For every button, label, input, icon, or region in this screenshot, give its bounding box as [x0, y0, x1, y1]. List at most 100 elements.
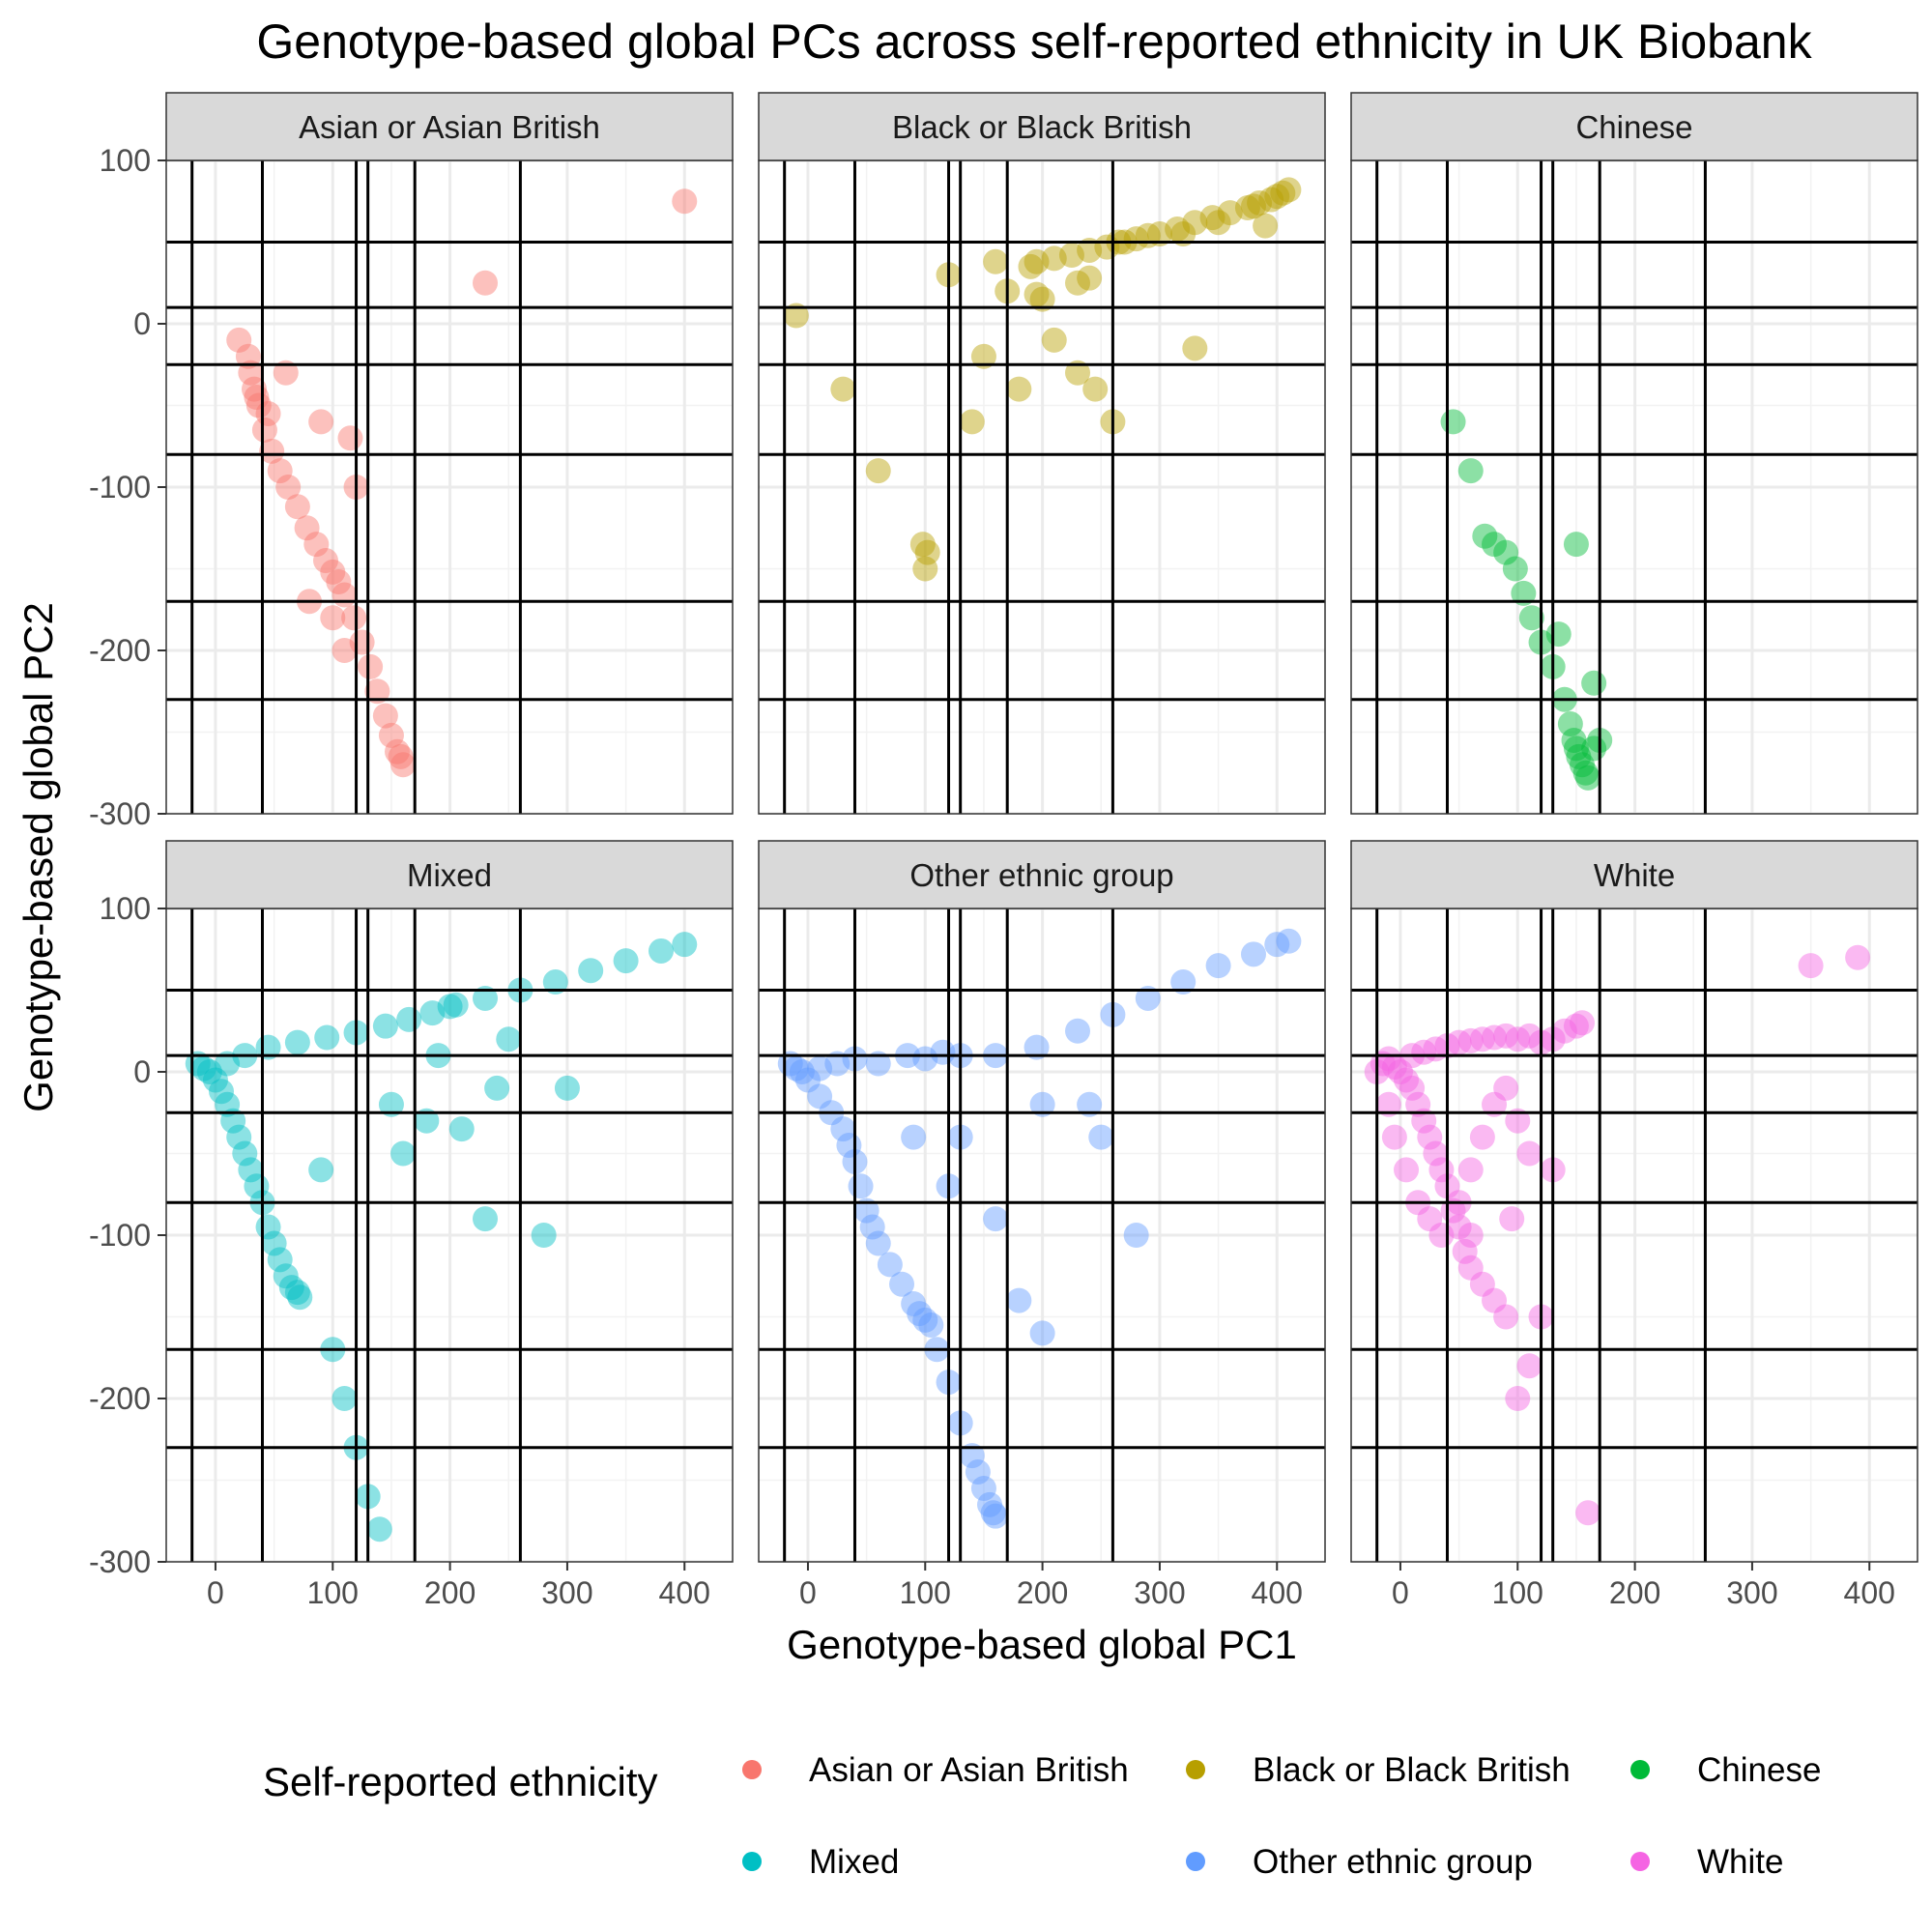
data-point [877, 1252, 903, 1278]
x-tick-label: 100 [307, 1575, 359, 1610]
legend-entry-asian-or-asian-british: Asian or Asian British [742, 1751, 1129, 1789]
data-point [1575, 1500, 1601, 1526]
facet-strip-label: Black or Black British [892, 109, 1192, 145]
y-tick-label: -200 [89, 633, 151, 668]
data-point [437, 994, 463, 1020]
data-point [1006, 1287, 1032, 1313]
facet-strip [165, 92, 734, 161]
facet-asian-or-asian-british: Asian or Asian British 100 0 -100 -200 -300 [89, 92, 734, 831]
data-point [1575, 764, 1601, 791]
facet-strip [758, 92, 1326, 161]
data-point [220, 1108, 246, 1134]
data-point [1570, 752, 1596, 778]
data-point [1205, 210, 1231, 236]
panel-plot-area [1351, 908, 1918, 1562]
data-point [1029, 1320, 1055, 1346]
data-point [853, 1197, 879, 1224]
panel-plot-area [759, 160, 1325, 814]
x-tick-label: 100 [1492, 1575, 1543, 1610]
data-point [1088, 1124, 1114, 1150]
data-point [848, 1173, 874, 1199]
data-point [1516, 1353, 1543, 1379]
data-point [358, 653, 384, 679]
data-point [1077, 1091, 1103, 1117]
data-point [531, 1223, 557, 1248]
data-point [215, 1051, 241, 1077]
data-point [1505, 1108, 1531, 1134]
data-point [1457, 1157, 1484, 1183]
data-point [865, 1051, 891, 1077]
data-point [1566, 743, 1592, 769]
data-point [388, 743, 414, 769]
data-point [284, 494, 310, 520]
data-point [1077, 237, 1103, 263]
data-point [314, 1024, 340, 1051]
x-tick-label: 0 [207, 1575, 224, 1610]
data-point [1469, 1124, 1495, 1150]
legend-key [1630, 1852, 1650, 1871]
legend-key [742, 1760, 762, 1779]
legend-entry-black-or-black-british: Black or Black British [1186, 1751, 1571, 1789]
data-point [554, 1075, 580, 1101]
facet-strip-label: Chinese [1575, 109, 1692, 145]
data-point [1217, 200, 1243, 226]
data-point [238, 1157, 264, 1183]
x-tick-label: 200 [424, 1575, 476, 1610]
data-point [1247, 189, 1273, 216]
data-point [308, 409, 334, 435]
data-point [859, 1214, 885, 1240]
data-point [332, 582, 358, 608]
data-point [1199, 205, 1226, 231]
data-point [364, 678, 390, 705]
data-point [1563, 1013, 1589, 1039]
data-point [1394, 1157, 1420, 1183]
data-point [1469, 1271, 1495, 1297]
data-point [1516, 1023, 1543, 1049]
data-point [1170, 221, 1197, 247]
data-point [918, 1312, 944, 1338]
data-point [473, 985, 499, 1011]
x-tick-label: 300 [541, 1575, 592, 1610]
data-point [1058, 243, 1084, 269]
data-point [1146, 221, 1172, 247]
data-point [267, 1247, 293, 1273]
legend-entry-other-ethnic-group: Other ethnic group [1186, 1843, 1533, 1881]
data-point [284, 1029, 310, 1055]
data-point [1482, 1024, 1508, 1051]
data-point [807, 1083, 833, 1110]
data-point [278, 1275, 304, 1301]
data-point [983, 1503, 1009, 1529]
data-point [1581, 670, 1607, 696]
data-point [1457, 458, 1484, 484]
data-point [1205, 953, 1231, 979]
data-point [1123, 226, 1149, 252]
legend-key [1186, 1852, 1205, 1871]
panel-plot-area [759, 908, 1325, 1562]
data-point [1505, 1386, 1531, 1411]
data-point [273, 360, 299, 386]
data-point [1065, 360, 1091, 386]
data-point [196, 1059, 222, 1084]
data-point [789, 1059, 815, 1084]
data-point [907, 1301, 933, 1327]
legend-label: Chinese [1697, 1751, 1821, 1789]
data-point [1240, 941, 1266, 967]
data-point [1482, 532, 1508, 558]
data-point [983, 1206, 1009, 1232]
facet-mixed: Mixed 100 0 -100 -200 -300 0 100 200 300 400 [89, 840, 734, 1610]
legend-entry-white: White [1630, 1843, 1783, 1881]
legend-label: Mixed [809, 1843, 899, 1881]
legend-label: Black or Black British [1253, 1751, 1571, 1789]
facet-strip [758, 840, 1326, 909]
x-tick-label: 400 [659, 1575, 710, 1610]
data-point [912, 556, 938, 582]
y-tick-label: 100 [100, 143, 151, 178]
data-point [1082, 376, 1109, 402]
data-point [1182, 335, 1208, 361]
panel-plot-area [166, 160, 733, 814]
data-point [245, 392, 272, 418]
data-point [396, 1006, 422, 1032]
data-point [1029, 286, 1055, 312]
data-point [1240, 193, 1266, 219]
data-point [378, 722, 404, 748]
